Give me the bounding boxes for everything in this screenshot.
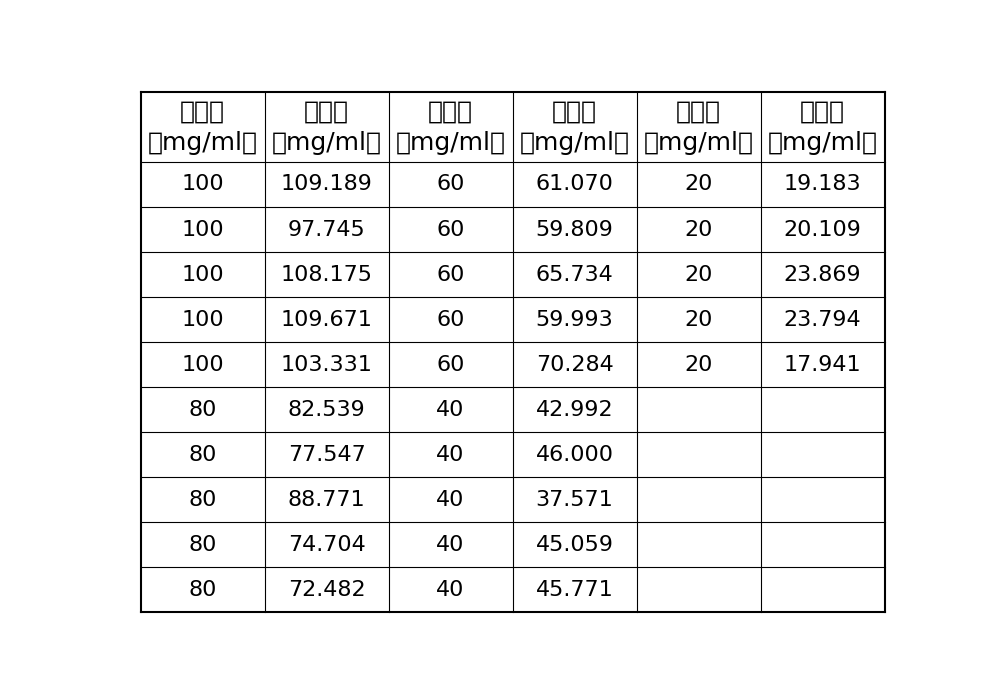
Text: 74.704: 74.704	[288, 535, 365, 555]
Text: 100: 100	[181, 174, 224, 194]
Text: 59.809: 59.809	[536, 220, 613, 240]
Text: 72.482: 72.482	[288, 580, 365, 599]
Text: 45.771: 45.771	[536, 580, 613, 599]
Text: 20: 20	[684, 265, 713, 284]
Text: 40: 40	[436, 535, 465, 555]
Text: 20: 20	[684, 309, 713, 330]
Text: （mg/ml）: （mg/ml）	[148, 131, 258, 155]
Text: 60: 60	[436, 220, 465, 240]
Text: 100: 100	[181, 309, 224, 330]
Text: 40: 40	[436, 580, 465, 599]
Text: 70.284: 70.284	[536, 355, 613, 374]
Text: 42.992: 42.992	[536, 399, 613, 420]
Text: （mg/ml）: （mg/ml）	[768, 131, 878, 155]
Text: 108.175: 108.175	[280, 265, 372, 284]
Text: 103.331: 103.331	[281, 355, 372, 374]
Text: （mg/ml）: （mg/ml）	[272, 131, 382, 155]
Text: 80: 80	[188, 535, 217, 555]
Text: 60: 60	[436, 174, 465, 194]
Text: 60: 60	[436, 355, 465, 374]
Text: 65.734: 65.734	[536, 265, 613, 284]
Text: （mg/ml）: （mg/ml）	[396, 131, 506, 155]
Text: 80: 80	[188, 490, 217, 510]
Text: 预测值: 预测值	[800, 100, 845, 124]
Text: 100: 100	[181, 265, 224, 284]
Text: 100: 100	[181, 220, 224, 240]
Text: 19.183: 19.183	[784, 174, 861, 194]
Text: 23.794: 23.794	[784, 309, 861, 330]
Text: 预测值: 预测值	[552, 100, 597, 124]
Text: 40: 40	[436, 445, 465, 465]
Text: 80: 80	[188, 445, 217, 465]
Text: 预测值: 预测值	[304, 100, 349, 124]
Text: 60: 60	[436, 265, 465, 284]
Text: 88.771: 88.771	[288, 490, 365, 510]
Text: 82.539: 82.539	[288, 399, 365, 420]
Text: 45.059: 45.059	[536, 535, 614, 555]
Text: 真实值: 真实值	[676, 100, 721, 124]
Text: 100: 100	[181, 355, 224, 374]
Text: 109.671: 109.671	[281, 309, 372, 330]
Text: 真实值: 真实值	[428, 100, 473, 124]
Text: 40: 40	[436, 399, 465, 420]
Text: 20: 20	[684, 355, 713, 374]
Text: 80: 80	[188, 399, 217, 420]
Text: 真实值: 真实值	[180, 100, 225, 124]
Text: 61.070: 61.070	[536, 174, 613, 194]
Text: 97.745: 97.745	[288, 220, 365, 240]
Text: 20.109: 20.109	[784, 220, 861, 240]
Text: 109.189: 109.189	[281, 174, 372, 194]
Text: 23.869: 23.869	[784, 265, 861, 284]
Text: （mg/ml）: （mg/ml）	[520, 131, 630, 155]
Text: 20: 20	[684, 220, 713, 240]
Text: 37.571: 37.571	[536, 490, 613, 510]
Text: 77.547: 77.547	[288, 445, 365, 465]
Text: （mg/ml）: （mg/ml）	[644, 131, 754, 155]
Text: 20: 20	[684, 174, 713, 194]
Text: 59.993: 59.993	[536, 309, 613, 330]
Text: 40: 40	[436, 490, 465, 510]
Text: 17.941: 17.941	[784, 355, 861, 374]
Text: 46.000: 46.000	[536, 445, 614, 465]
Text: 60: 60	[436, 309, 465, 330]
Text: 80: 80	[188, 580, 217, 599]
